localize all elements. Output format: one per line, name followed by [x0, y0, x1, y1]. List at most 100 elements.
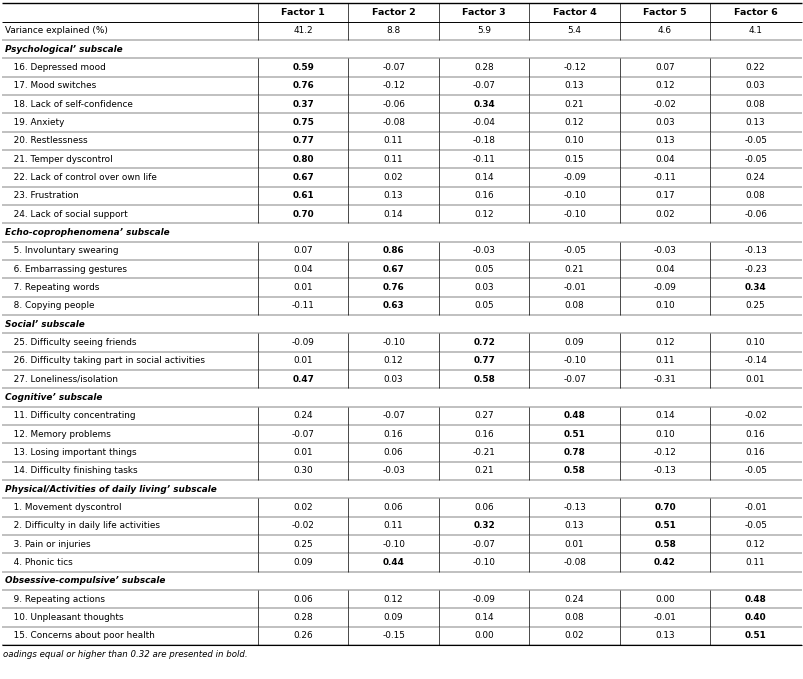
Text: -0.12: -0.12: [653, 448, 675, 457]
Text: -0.07: -0.07: [291, 430, 314, 439]
Text: 0.27: 0.27: [474, 411, 493, 420]
Text: -0.08: -0.08: [562, 558, 585, 567]
Text: 0.24: 0.24: [745, 173, 764, 182]
Text: 0.12: 0.12: [564, 118, 584, 127]
Text: -0.05: -0.05: [744, 466, 766, 475]
Text: 22. Lack of control over own life: 22. Lack of control over own life: [5, 173, 157, 182]
Text: 0.30: 0.30: [293, 466, 312, 475]
Text: -0.10: -0.10: [472, 558, 495, 567]
Text: 0.16: 0.16: [745, 448, 764, 457]
Text: 0.72: 0.72: [472, 338, 495, 347]
Text: 0.13: 0.13: [654, 631, 674, 640]
Text: 0.51: 0.51: [654, 521, 675, 530]
Text: 0.12: 0.12: [474, 210, 493, 219]
Text: -0.04: -0.04: [472, 118, 495, 127]
Text: 4.6: 4.6: [657, 26, 671, 35]
Text: 0.12: 0.12: [654, 338, 674, 347]
Text: 0.47: 0.47: [291, 375, 314, 384]
Text: -0.13: -0.13: [744, 246, 766, 255]
Text: Variance explained (%): Variance explained (%): [5, 26, 108, 35]
Text: 27. Loneliness/isolation: 27. Loneliness/isolation: [5, 375, 118, 384]
Text: 18. Lack of self-confidence: 18. Lack of self-confidence: [5, 100, 132, 109]
Text: 0.34: 0.34: [744, 283, 765, 292]
Text: 0.03: 0.03: [383, 375, 403, 384]
Text: -0.09: -0.09: [291, 338, 314, 347]
Text: -0.13: -0.13: [653, 466, 675, 475]
Text: 0.67: 0.67: [291, 173, 314, 182]
Text: -0.15: -0.15: [381, 631, 405, 640]
Text: 0.37: 0.37: [291, 100, 314, 109]
Text: 20. Restlessness: 20. Restlessness: [5, 136, 88, 145]
Text: 0.16: 0.16: [474, 191, 493, 200]
Text: 0.58: 0.58: [473, 375, 495, 384]
Text: 0.10: 0.10: [654, 430, 674, 439]
Text: 0.12: 0.12: [745, 540, 764, 549]
Text: 0.16: 0.16: [745, 430, 764, 439]
Text: 0.25: 0.25: [745, 301, 764, 310]
Text: 0.16: 0.16: [383, 430, 403, 439]
Text: 0.28: 0.28: [293, 613, 312, 622]
Text: 0.09: 0.09: [564, 338, 584, 347]
Text: 5.4: 5.4: [567, 26, 581, 35]
Text: 0.14: 0.14: [474, 173, 493, 182]
Text: 0.10: 0.10: [564, 136, 584, 145]
Text: 0.09: 0.09: [293, 558, 312, 567]
Text: -0.09: -0.09: [653, 283, 675, 292]
Text: -0.02: -0.02: [744, 411, 766, 420]
Text: -0.03: -0.03: [653, 246, 675, 255]
Text: 15. Concerns about poor health: 15. Concerns about poor health: [5, 631, 154, 640]
Text: -0.10: -0.10: [562, 210, 585, 219]
Text: 12. Memory problems: 12. Memory problems: [5, 430, 111, 439]
Text: 0.03: 0.03: [745, 81, 764, 90]
Text: Factor 6: Factor 6: [733, 8, 777, 17]
Text: 19. Anxiety: 19. Anxiety: [5, 118, 64, 127]
Text: -0.01: -0.01: [562, 283, 585, 292]
Text: 0.07: 0.07: [654, 63, 674, 72]
Text: -0.21: -0.21: [472, 448, 495, 457]
Text: 0.00: 0.00: [654, 595, 674, 604]
Text: 13. Losing important things: 13. Losing important things: [5, 448, 137, 457]
Text: 11. Difficulty concentrating: 11. Difficulty concentrating: [5, 411, 135, 420]
Text: 24. Lack of social support: 24. Lack of social support: [5, 210, 128, 219]
Text: 0.14: 0.14: [474, 613, 493, 622]
Text: -0.07: -0.07: [472, 540, 495, 549]
Text: Factor 1: Factor 1: [281, 8, 324, 17]
Text: -0.06: -0.06: [381, 100, 405, 109]
Text: Cognitive’ subscale: Cognitive’ subscale: [5, 393, 102, 402]
Text: 0.06: 0.06: [383, 503, 403, 512]
Text: 14. Difficulty finishing tasks: 14. Difficulty finishing tasks: [5, 466, 137, 475]
Text: 0.09: 0.09: [383, 613, 403, 622]
Text: 7. Repeating words: 7. Repeating words: [5, 283, 99, 292]
Text: 0.22: 0.22: [745, 63, 764, 72]
Text: 0.32: 0.32: [473, 521, 495, 530]
Text: 0.00: 0.00: [474, 631, 493, 640]
Text: 21. Temper dyscontrol: 21. Temper dyscontrol: [5, 155, 112, 164]
Text: 10. Unpleasant thoughts: 10. Unpleasant thoughts: [5, 613, 124, 622]
Text: 0.13: 0.13: [383, 191, 403, 200]
Text: 0.24: 0.24: [564, 595, 584, 604]
Text: -0.01: -0.01: [744, 503, 766, 512]
Text: 0.86: 0.86: [382, 246, 404, 255]
Text: 2. Difficulty in daily life activities: 2. Difficulty in daily life activities: [5, 521, 160, 530]
Text: 0.12: 0.12: [654, 81, 674, 90]
Text: 0.12: 0.12: [383, 595, 403, 604]
Text: 0.14: 0.14: [654, 411, 674, 420]
Text: 0.08: 0.08: [564, 301, 584, 310]
Text: 0.21: 0.21: [474, 466, 493, 475]
Text: 0.11: 0.11: [383, 155, 403, 164]
Text: 0.58: 0.58: [654, 540, 675, 549]
Text: -0.05: -0.05: [744, 136, 766, 145]
Text: 1. Movement dyscontrol: 1. Movement dyscontrol: [5, 503, 121, 512]
Text: 8. Copying people: 8. Copying people: [5, 301, 94, 310]
Text: 3. Pain or injuries: 3. Pain or injuries: [5, 540, 90, 549]
Text: 0.03: 0.03: [654, 118, 674, 127]
Text: 0.14: 0.14: [383, 210, 403, 219]
Text: -0.11: -0.11: [291, 301, 314, 310]
Text: 0.21: 0.21: [564, 265, 584, 274]
Text: 0.26: 0.26: [293, 631, 312, 640]
Text: Factor 4: Factor 4: [552, 8, 596, 17]
Text: -0.05: -0.05: [744, 521, 766, 530]
Text: 0.16: 0.16: [474, 430, 493, 439]
Text: 0.05: 0.05: [474, 265, 493, 274]
Text: -0.07: -0.07: [562, 375, 585, 384]
